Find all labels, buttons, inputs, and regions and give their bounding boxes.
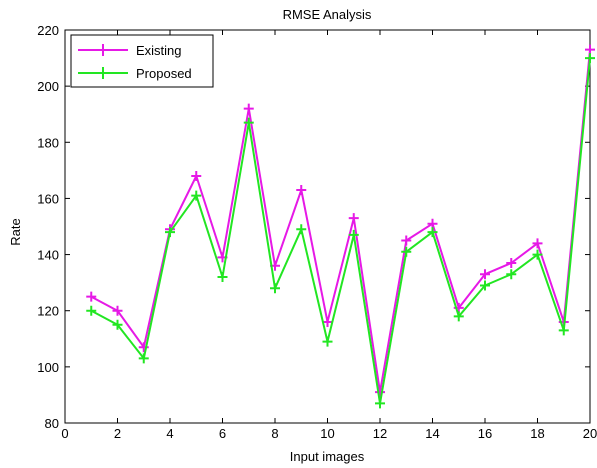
y-tick-label: 100 xyxy=(37,360,59,375)
y-tick-label: 80 xyxy=(45,416,59,431)
series-line-proposed xyxy=(90,58,591,405)
data-point-existing xyxy=(401,235,412,246)
legend-label-proposed: Proposed xyxy=(136,66,192,81)
data-point-proposed xyxy=(138,353,149,364)
y-tick-label: 200 xyxy=(37,79,59,94)
data-point-proposed xyxy=(585,53,595,64)
y-tick-label: 140 xyxy=(37,248,59,263)
data-point-existing xyxy=(322,316,333,327)
legend-marker-existing xyxy=(97,44,109,56)
x-tick-label: 14 xyxy=(425,426,439,441)
legend-box xyxy=(70,34,214,88)
data-point-existing xyxy=(532,238,543,249)
data-point-existing xyxy=(585,44,595,55)
chart-title: RMSE Analysis xyxy=(283,7,372,22)
x-tick-label: 6 xyxy=(219,426,226,441)
data-point-proposed xyxy=(532,249,543,260)
data-point-existing xyxy=(348,213,359,224)
data-point-proposed xyxy=(401,246,412,257)
data-point-proposed xyxy=(506,269,517,280)
data-point-proposed xyxy=(427,227,438,238)
data-point-proposed xyxy=(217,272,228,283)
data-point-proposed xyxy=(375,398,385,409)
x-tick-label: 18 xyxy=(530,426,544,441)
legend-marker-proposed xyxy=(97,67,109,79)
data-point-existing xyxy=(296,185,307,196)
legend: Existing Proposed xyxy=(70,34,214,88)
y-tick-label: 220 xyxy=(37,23,59,38)
x-tick-label: 8 xyxy=(271,426,278,441)
x-tick-label: 16 xyxy=(478,426,492,441)
data-point-proposed xyxy=(191,190,202,201)
x-tick-label: 2 xyxy=(114,426,121,441)
axes-frame xyxy=(64,29,591,424)
x-tick-label: 0 xyxy=(61,426,68,441)
data-point-existing xyxy=(243,103,254,114)
x-tick-label: 4 xyxy=(166,426,173,441)
data-point-proposed xyxy=(296,224,307,235)
data-point-proposed xyxy=(112,319,123,330)
y-axis-label: Rate xyxy=(8,218,23,245)
x-tick-label: 12 xyxy=(373,426,387,441)
x-tick-label: 10 xyxy=(320,426,334,441)
data-point-proposed xyxy=(165,227,175,238)
data-point-proposed xyxy=(243,117,254,128)
data-point-existing xyxy=(427,218,438,229)
x-tick-label: 20 xyxy=(583,426,597,441)
y-tick-label: 180 xyxy=(37,135,59,150)
y-tick-label: 120 xyxy=(37,304,59,319)
plot-area: 0 2 4 6 8 10 12 14 16 18 20 80 100 120 140 160 180 200 220 xyxy=(37,23,597,441)
legend-label-existing: Existing xyxy=(136,43,182,58)
data-point-proposed xyxy=(348,229,359,240)
data-point-proposed xyxy=(322,336,333,347)
x-axis-label: Input images xyxy=(290,449,365,464)
data-point-proposed xyxy=(480,280,490,291)
series-line-existing xyxy=(90,49,591,394)
data-point-existing xyxy=(480,269,490,280)
data-point-existing xyxy=(506,257,517,268)
data-point-proposed xyxy=(558,325,569,336)
data-point-existing xyxy=(86,291,97,302)
data-point-existing xyxy=(112,305,123,316)
data-point-proposed xyxy=(453,311,464,322)
data-point-proposed xyxy=(270,283,280,294)
data-point-proposed xyxy=(86,305,97,316)
data-point-existing xyxy=(191,170,202,181)
y-tick-label: 160 xyxy=(37,191,59,206)
data-point-existing xyxy=(375,387,385,398)
